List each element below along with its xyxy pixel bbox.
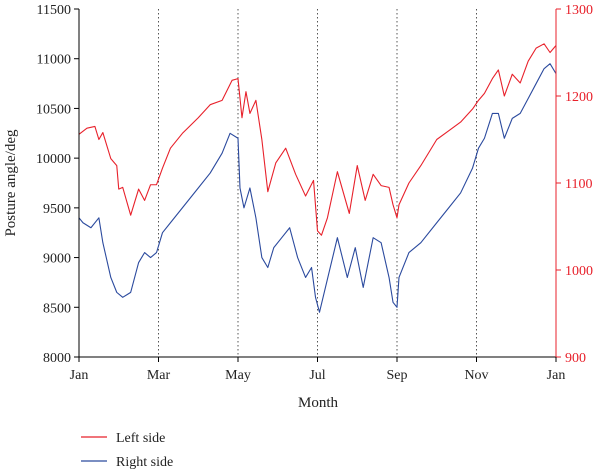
x-tick-label-3: Jul: [309, 368, 325, 383]
x-tick-label-2: May: [225, 368, 251, 383]
left-tick-label-1: 8500: [43, 301, 71, 316]
x-tick-label-6: Jan: [547, 368, 566, 383]
left-tick-label-7: 11500: [37, 3, 71, 18]
left-tick-label-2: 9000: [43, 252, 71, 267]
left-tick-label-5: 10500: [36, 102, 71, 117]
left-axis-ticks: 8000 8500 9000 9500 10000 10500 11000 11500: [36, 3, 79, 366]
legend-label-left-side: Left side: [116, 431, 165, 446]
left-tick-label-3: 9500: [43, 202, 71, 217]
right-tick-label-0: 900: [565, 351, 586, 366]
x-tick-label-4: Sep: [387, 368, 408, 383]
series-line-right-side: [78, 63, 557, 313]
left-tick-label-0: 8000: [43, 351, 71, 366]
legend: Left side Right side: [81, 431, 173, 470]
right-tick-label-3: 1200: [565, 90, 593, 105]
series-lines: [78, 43, 557, 313]
legend-label-right-side: Right side: [116, 455, 173, 470]
right-tick-label-1: 1000: [565, 264, 593, 279]
left-tick-label-6: 11000: [37, 53, 71, 68]
x-axis-ticks: Jan Mar May Jul Sep Nov Jan: [70, 357, 566, 383]
right-tick-label-4: 1300: [565, 3, 593, 18]
x-tick-label-0: Jan: [70, 368, 89, 383]
right-tick-label-2: 1100: [565, 177, 592, 192]
series-line-left-side: [78, 43, 557, 236]
x-tick-label-1: Mar: [147, 368, 171, 383]
x-tick-label-5: Nov: [464, 368, 488, 383]
y-axis-label-left: Posture angle/deg: [3, 129, 19, 237]
x-axis-label: Month: [298, 395, 339, 411]
left-tick-label-4: 10000: [36, 152, 71, 167]
right-axis-ticks: 900 1000 1100 1200 1300: [556, 3, 593, 366]
